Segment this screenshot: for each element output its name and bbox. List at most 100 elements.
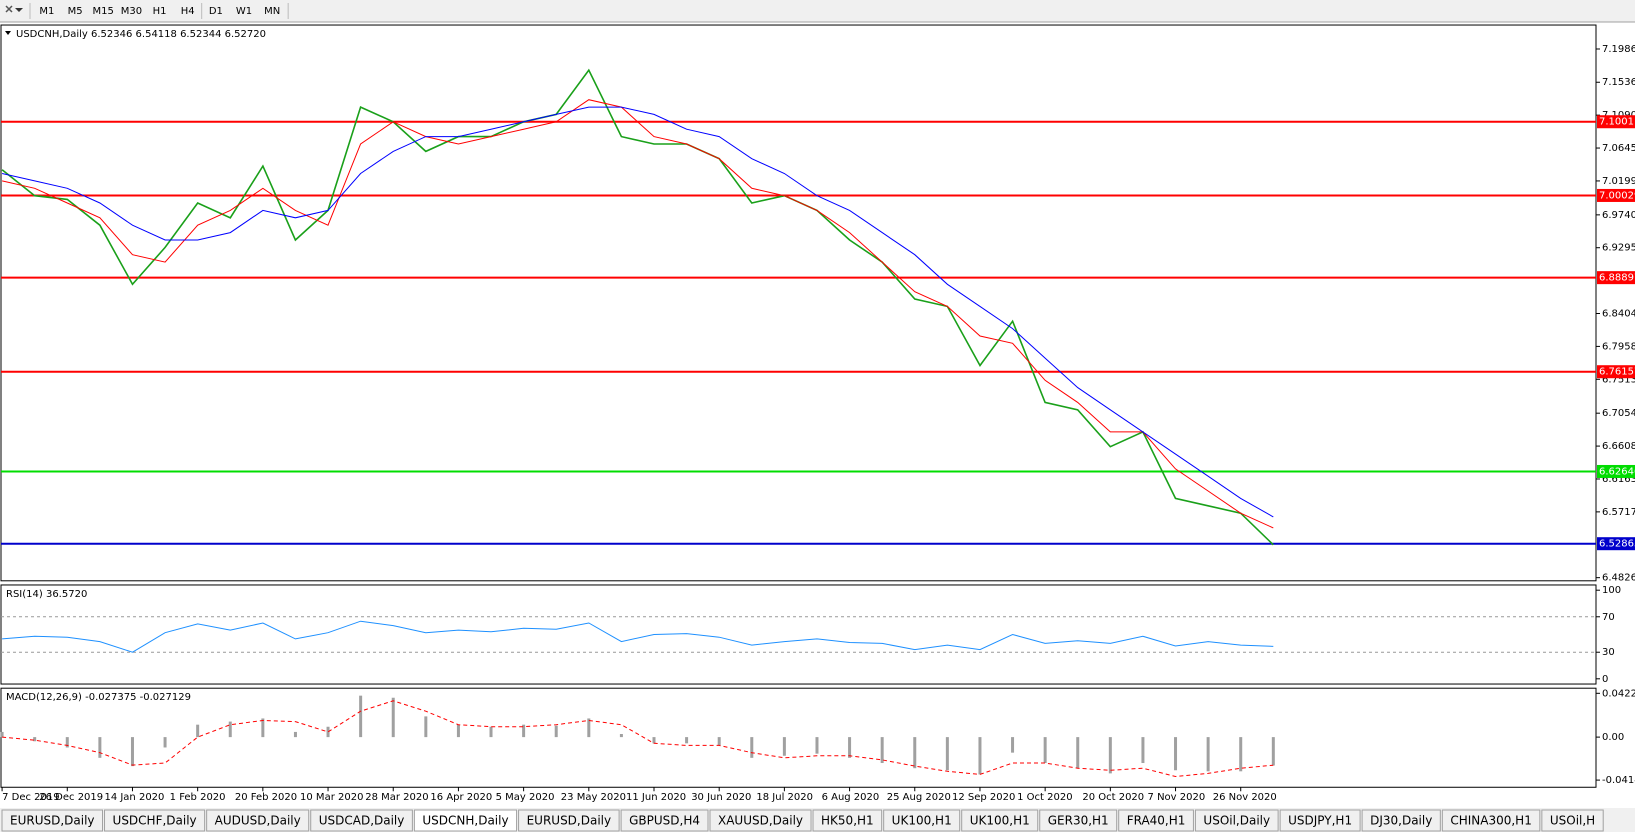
x-tick-label: 14 Jan 2020 bbox=[104, 792, 164, 803]
tab[interactable]: USDJPY,H1 bbox=[1279, 809, 1361, 832]
tab[interactable]: UK100,H1 bbox=[883, 809, 961, 832]
histogram-bar bbox=[163, 737, 167, 748]
histogram-bar bbox=[685, 737, 689, 744]
tab[interactable]: GBPUSD,H4 bbox=[620, 809, 709, 832]
timeframe-button[interactable]: D1 bbox=[209, 6, 223, 17]
timeframe-button[interactable]: W1 bbox=[236, 6, 252, 17]
histogram-bar bbox=[293, 731, 297, 738]
x-tick-label: 11 Jun 2020 bbox=[626, 792, 686, 803]
timeframe-button[interactable]: MN bbox=[264, 6, 280, 17]
x-tick-label: 7 Dec 2019 bbox=[2, 792, 60, 803]
timeframe-button[interactable]: M5 bbox=[68, 6, 83, 17]
y-tick-label: 6.84040 bbox=[1602, 309, 1635, 320]
y-tick-label: 100 bbox=[1602, 585, 1621, 596]
tab-label[interactable]: UK100,H1 bbox=[970, 814, 1030, 828]
tab[interactable]: XAUUSD,Daily bbox=[709, 809, 812, 832]
tab-background bbox=[206, 809, 310, 832]
tab-label[interactable]: USOil,H bbox=[1550, 814, 1595, 828]
tab-background bbox=[1, 809, 104, 832]
histogram-bar bbox=[587, 718, 591, 738]
tab-label[interactable]: USDCNH,Daily bbox=[422, 814, 508, 828]
tab-label[interactable]: HK50,H1 bbox=[821, 814, 874, 828]
tab-label[interactable]: DJ30,Daily bbox=[1370, 814, 1432, 828]
tab-label[interactable]: AUDUSD,Daily bbox=[215, 814, 301, 828]
tab-label[interactable]: EURUSD,Daily bbox=[527, 814, 612, 828]
tab[interactable]: EURUSD,Daily bbox=[1, 809, 104, 832]
tab-background bbox=[518, 809, 620, 832]
histogram-bar bbox=[652, 737, 656, 744]
x-tick-label: 28 Mar 2020 bbox=[365, 792, 428, 803]
timeframe-button[interactable]: H4 bbox=[181, 6, 195, 17]
tab-background bbox=[961, 809, 1039, 832]
level-price-label: 6.88897 bbox=[1599, 273, 1635, 284]
tab[interactable]: HK50,H1 bbox=[812, 809, 883, 832]
histogram-bar bbox=[424, 716, 428, 738]
level-price-label: 7.10011 bbox=[1599, 117, 1635, 128]
tab-background bbox=[1039, 809, 1118, 832]
panel-title: RSI(14) 36.5720 bbox=[6, 589, 87, 600]
indicator-line bbox=[1, 99, 1274, 529]
tab[interactable]: UK100,H1 bbox=[961, 809, 1039, 832]
tab[interactable]: USOil,Daily bbox=[1194, 809, 1279, 832]
histogram-bar bbox=[717, 737, 721, 746]
tab[interactable]: USDCAD,Daily bbox=[310, 809, 413, 832]
panel-title: MACD(12,26,9) -0.027375 -0.027129 bbox=[6, 692, 191, 703]
indicator-line bbox=[2, 620, 1274, 653]
histogram-bar bbox=[1141, 737, 1145, 764]
timeframe-button[interactable]: H1 bbox=[153, 6, 167, 17]
y-tick-label: 7.15360 bbox=[1602, 77, 1635, 88]
y-tick-label: 6.66085 bbox=[1602, 441, 1635, 452]
y-tick-label: 0.00 bbox=[1602, 732, 1624, 743]
tab-label[interactable]: USDJPY,H1 bbox=[1288, 814, 1352, 828]
indicator-line bbox=[1, 106, 1274, 518]
timeframe-button[interactable]: M15 bbox=[93, 6, 114, 17]
histogram-bar bbox=[880, 737, 884, 764]
timeframe-button[interactable]: M1 bbox=[39, 6, 54, 17]
tab[interactable]: USOil,H bbox=[1541, 809, 1604, 832]
tab-label[interactable]: FRA40,H1 bbox=[1127, 814, 1186, 828]
tab[interactable]: USDCHF,Daily bbox=[104, 809, 206, 832]
crosshair-icon[interactable] bbox=[5, 5, 13, 13]
tab-label[interactable]: GBPUSD,H4 bbox=[629, 814, 700, 828]
tab-label[interactable]: USDCAD,Daily bbox=[319, 814, 405, 828]
histogram-bar bbox=[359, 695, 363, 738]
tab-background bbox=[709, 809, 812, 832]
y-tick-label: 0 bbox=[1602, 674, 1608, 685]
tab-label[interactable]: GER30,H1 bbox=[1048, 814, 1109, 828]
tab[interactable]: EURUSD,Daily bbox=[518, 809, 620, 832]
tab-background bbox=[104, 809, 206, 832]
tab-background bbox=[310, 809, 413, 832]
x-tick-label: 26 Nov 2020 bbox=[1213, 792, 1277, 803]
histogram-bar bbox=[522, 724, 526, 738]
x-tick-label: 1 Oct 2020 bbox=[1017, 792, 1072, 803]
level-price-box bbox=[1597, 464, 1635, 478]
tab-label[interactable]: EURUSD,Daily bbox=[10, 814, 95, 828]
tab[interactable]: GER30,H1 bbox=[1039, 809, 1118, 832]
tab-label[interactable]: CHINA300,H1 bbox=[1450, 814, 1532, 828]
y-tick-label: 6.92950 bbox=[1602, 243, 1635, 254]
histogram-bar bbox=[945, 737, 949, 771]
level-price-box bbox=[1597, 537, 1635, 551]
collapse-arrow bbox=[5, 31, 11, 36]
histogram-bar bbox=[228, 721, 232, 738]
tab[interactable]: AUDUSD,Daily bbox=[206, 809, 310, 832]
y-tick-label: 6.79585 bbox=[1602, 341, 1635, 352]
x-tick-label: 25 Aug 2020 bbox=[887, 792, 951, 803]
tab[interactable]: USDCNH,Daily bbox=[413, 809, 518, 832]
histogram-bar bbox=[848, 737, 852, 758]
tab-label[interactable]: XAUUSD,Daily bbox=[718, 814, 803, 828]
dropdown-icon[interactable] bbox=[15, 8, 23, 12]
tab[interactable]: CHINA300,H1 bbox=[1441, 809, 1541, 832]
tab-label[interactable]: USDCHF,Daily bbox=[113, 814, 197, 828]
x-tick-label: 10 Mar 2020 bbox=[300, 792, 363, 803]
histogram-bar bbox=[391, 697, 395, 738]
tab-label[interactable]: USOil,Daily bbox=[1203, 814, 1270, 828]
toolbar bbox=[0, 0, 1635, 22]
y-tick-label: 6.61630 bbox=[1602, 474, 1635, 485]
tab[interactable]: FRA40,H1 bbox=[1118, 809, 1194, 832]
histogram-bar bbox=[1043, 737, 1047, 764]
tab-label[interactable]: UK100,H1 bbox=[892, 814, 952, 828]
timeframe-button[interactable]: M30 bbox=[121, 6, 142, 17]
tab[interactable]: DJ30,Daily bbox=[1361, 809, 1441, 832]
tab-background bbox=[413, 809, 518, 832]
